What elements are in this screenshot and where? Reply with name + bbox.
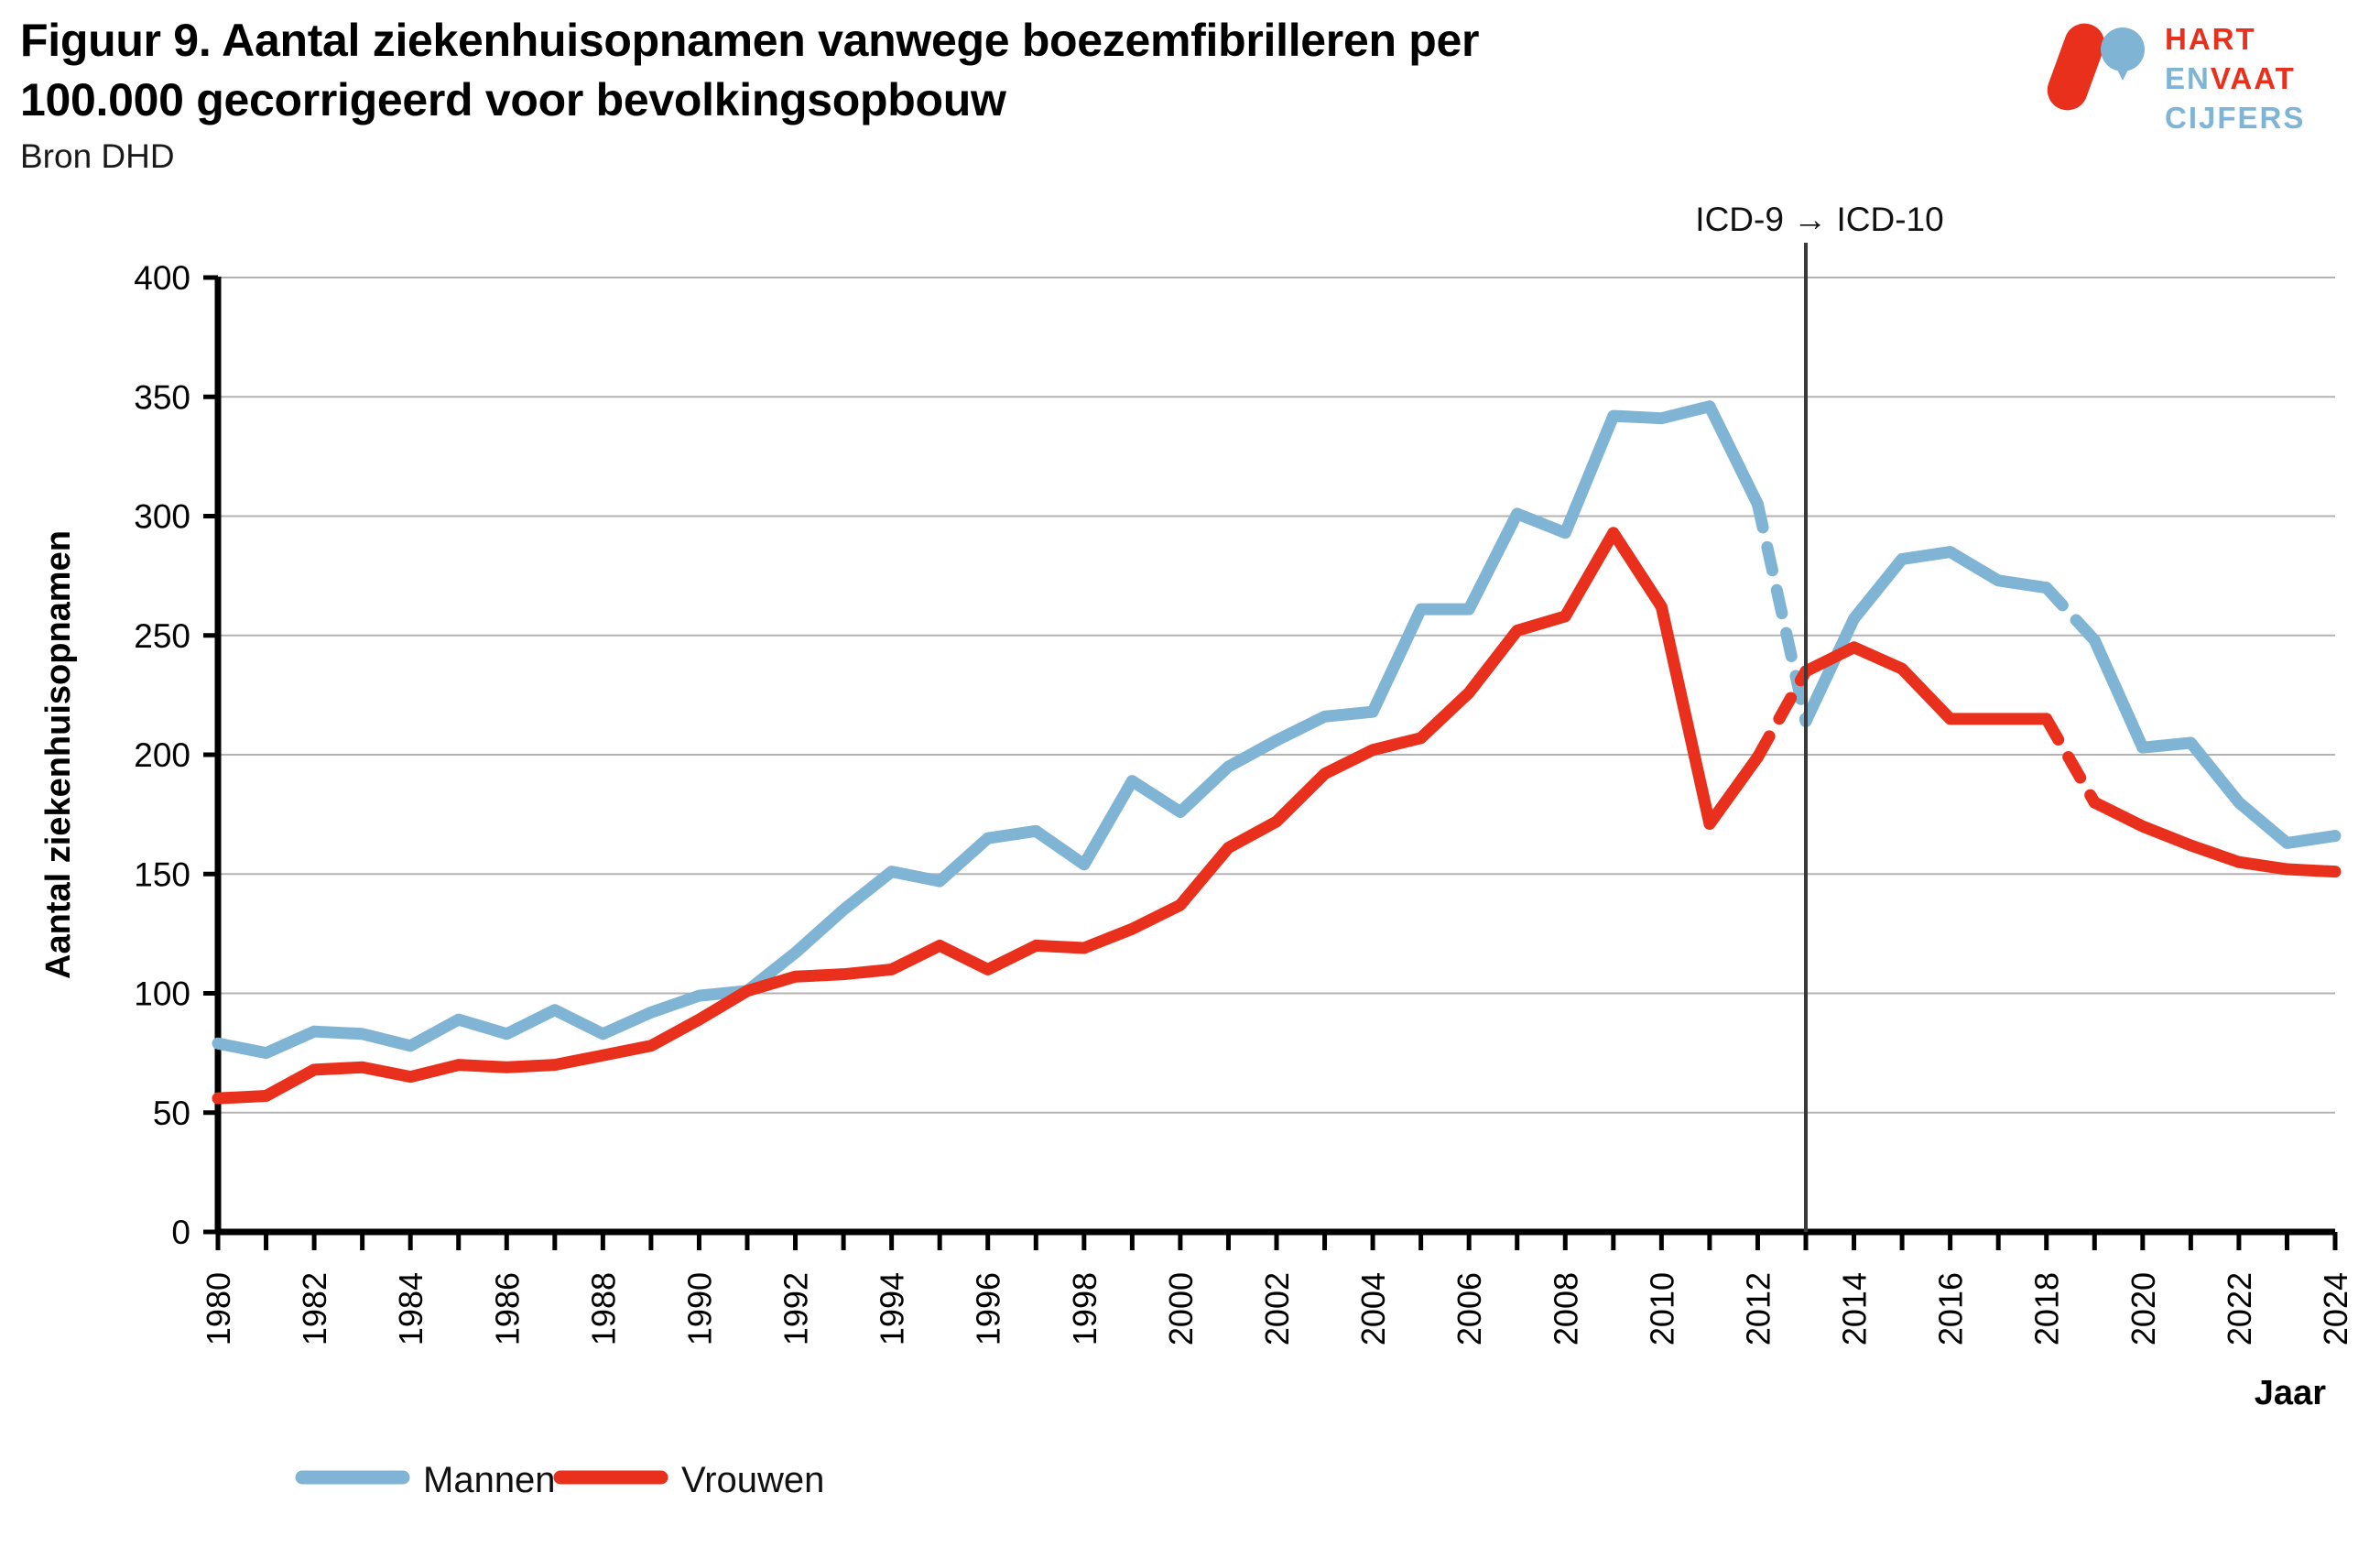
y-tick-label: 250 — [134, 617, 190, 655]
y-axis-ticks: 0 50 100 150 200 250 300 350 400 — [134, 259, 218, 1251]
legend-label-vrouwen: Vrouwen — [681, 1460, 824, 1500]
series-dashed-break-vrouwen — [2040, 713, 2101, 809]
y-tick-label: 400 — [134, 259, 190, 297]
series-line-vrouwen — [2088, 796, 2342, 878]
series-line-mannen — [2088, 634, 2342, 849]
logo-blue-drop-icon — [2101, 27, 2145, 71]
y-tick-label: 300 — [134, 498, 190, 536]
x-tick-label: 2006 — [1451, 1272, 1488, 1345]
hartenvaatcijfers-logo: HART ENVAAT CIJFERS — [2041, 13, 2345, 135]
y-tick-label: 100 — [134, 975, 190, 1013]
x-tick-label: 1988 — [584, 1272, 622, 1345]
x-tick-label: 2002 — [1258, 1272, 1296, 1345]
y-tick-label: 150 — [134, 855, 190, 893]
icd-break-label: ICD-9 → ICD-10 — [1695, 201, 1943, 238]
x-tick-label: 1984 — [392, 1272, 429, 1345]
x-tick-label: 2024 — [2317, 1272, 2354, 1345]
x-tick-label: 2010 — [1643, 1272, 1680, 1345]
x-tick-label: 1996 — [970, 1272, 1007, 1345]
series-dashed-break-mannen — [1751, 497, 1812, 728]
x-tick-label: 2004 — [1354, 1272, 1392, 1345]
x-tick-label: 2022 — [2221, 1272, 2258, 1345]
x-tick-label: 2020 — [2125, 1272, 2162, 1345]
x-axis-title: Jaar — [2255, 1374, 2326, 1412]
y-axis-title: Aantal ziekenhuisopnamen — [39, 530, 78, 979]
logo-line-cijfers: CIJFERS — [2165, 100, 2306, 135]
logo-wordmark: HART ENVAAT CIJFERS — [2165, 20, 2305, 138]
grid-lines — [218, 277, 2335, 1114]
x-tick-label: 2014 — [1836, 1272, 1874, 1345]
y-tick-label: 50 — [153, 1095, 190, 1132]
x-tick-label: 1980 — [200, 1272, 237, 1345]
x-tick-label: 2012 — [1739, 1272, 1777, 1345]
x-tick-label: 1982 — [296, 1272, 333, 1345]
series-line-mannen — [212, 400, 1764, 1060]
y-tick-label: 200 — [134, 736, 190, 774]
x-tick-label: 1986 — [488, 1272, 526, 1345]
series-line-vrouwen — [212, 527, 1764, 1105]
x-tick-label: 1992 — [777, 1272, 815, 1345]
legend-label-mannen: Mannen — [423, 1460, 556, 1500]
chart-header: Figuur 9. Aantal ziekenhuisopnamen vanwe… — [0, 0, 2380, 192]
chart-legend: Mannen Vrouwen — [295, 1460, 824, 1500]
logo-line-vaat: VAAT — [2210, 60, 2296, 95]
title-block: Figuur 9. Aantal ziekenhuisopnamen vanwe… — [20, 11, 1852, 176]
x-tick-label: 2008 — [1547, 1272, 1584, 1345]
data-series — [212, 400, 2342, 1105]
x-tick-label: 1998 — [1066, 1272, 1103, 1345]
logo-line-hart: HART — [2165, 22, 2256, 56]
page-title: Figuur 9. Aantal ziekenhuisopnamen vanwe… — [20, 15, 1480, 125]
series-dashed-break-mannen — [2040, 582, 2101, 647]
axis-titles: Aantal ziekenhuisopnamen Jaar — [39, 530, 2326, 1412]
chart-annotations: ICD-9 → ICD-10 — [1695, 201, 1944, 1232]
y-tick-label: 350 — [134, 378, 190, 416]
logo-line-en: EN — [2165, 60, 2211, 95]
series-line-vrouwen — [1799, 641, 2053, 725]
series-line-mannen — [1799, 546, 2053, 728]
x-tick-label: 2000 — [1162, 1272, 1200, 1345]
x-tick-label: 1990 — [680, 1272, 718, 1345]
x-tick-label: 1994 — [874, 1272, 911, 1345]
x-axis-ticks: 1980 1982 1984 1986 1988 1990 1992 1994 1996 1998… — [200, 1232, 2354, 1345]
series-dashed-break-vrouwen — [1751, 665, 1812, 764]
x-tick-label: 2016 — [1932, 1272, 1970, 1345]
logo-mark-icon — [2041, 17, 2153, 117]
x-tick-label: 2018 — [2028, 1272, 2066, 1345]
chart-source-label: Bron DHD — [20, 137, 175, 175]
y-tick-label: 0 — [171, 1214, 190, 1251]
